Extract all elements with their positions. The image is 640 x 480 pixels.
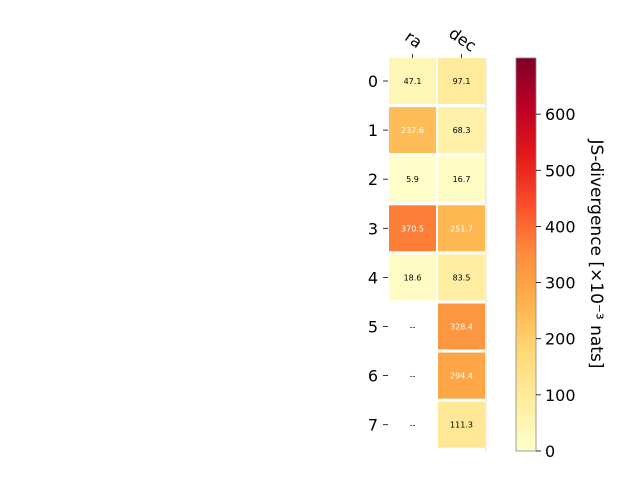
row-label: 0 — [368, 72, 378, 91]
cell-value-label: 18.6 — [404, 273, 422, 282]
cell-value-label: -- — [410, 421, 416, 430]
colorbar-tick-label: 200 — [545, 330, 576, 349]
row-label: 6 — [368, 367, 378, 386]
heatmap-cell — [389, 107, 436, 154]
heatmap-cell — [438, 156, 485, 203]
heatmap-cell — [438, 401, 485, 448]
cell-value-label: 251.7 — [450, 224, 473, 233]
colorbar-tick-label: 600 — [545, 105, 576, 124]
colorbar-tick-label: 300 — [545, 274, 576, 293]
row-label: 2 — [368, 170, 378, 189]
colorbar-tick-label: 0 — [545, 442, 555, 461]
heatmap-cell — [438, 254, 485, 301]
row-labels: 0 1 2 3 4 5 6 7 — [368, 72, 388, 435]
cell-value-label: 5.9 — [406, 175, 419, 184]
heatmap-cells: 47.1 97.1 237.6 68.3 5.9 16.7 370.5 251.7 18.6 83… — [389, 58, 487, 451]
cell-value-label: 294.4 — [450, 372, 473, 381]
row-label: 4 — [368, 268, 378, 287]
cell-value-label: 16.7 — [453, 175, 471, 184]
heatmap-cell — [389, 156, 436, 203]
cell-value-label: 83.5 — [453, 273, 471, 282]
cell-value-label: 370.5 — [401, 224, 424, 233]
row-label: 7 — [368, 416, 378, 435]
heatmap-cell — [438, 352, 485, 399]
colorbar-ticks: 0 100 200 300 400 500 600 — [536, 105, 576, 461]
heatmap-cell — [438, 205, 485, 252]
colorbar — [515, 57, 537, 452]
heatmap-cell — [438, 303, 485, 350]
column-label: dec — [445, 23, 479, 55]
cell-value-label: -- — [410, 372, 416, 381]
cell-value-label: 47.1 — [404, 77, 422, 86]
row-label: 5 — [368, 318, 378, 337]
cell-value-label: 111.3 — [450, 421, 473, 430]
cell-value-label: 328.4 — [450, 323, 473, 332]
column-label: ra — [401, 27, 425, 52]
heatmap-cell — [389, 205, 436, 252]
heatmap-cell — [438, 58, 485, 104]
cell-value-label: -- — [410, 323, 416, 332]
cell-value-label: 97.1 — [453, 77, 471, 86]
colorbar-gradient — [515, 57, 537, 452]
column-labels: ra dec — [401, 23, 480, 58]
colorbar-tick-label: 500 — [545, 161, 576, 180]
heatmap-cell — [389, 254, 436, 301]
row-label: 1 — [368, 121, 378, 140]
colorbar-tick-label: 100 — [545, 386, 576, 405]
colorbar-label: JS-divergence [×10⁻³ nats] — [586, 139, 606, 369]
row-label: 3 — [368, 219, 378, 238]
cell-value-label: 237.6 — [401, 126, 424, 135]
colorbar-tick-label: 400 — [545, 217, 576, 236]
heatmap-cell — [438, 107, 485, 154]
heatmap-cell — [389, 58, 436, 104]
cell-value-label: 68.3 — [453, 126, 471, 135]
